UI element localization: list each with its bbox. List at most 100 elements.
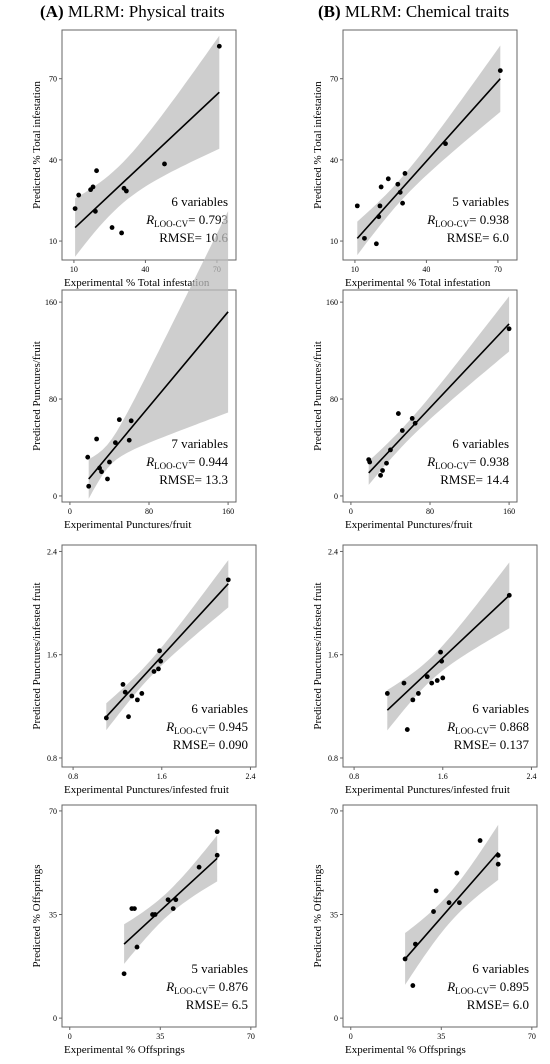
y-tick-label: 70: [49, 807, 57, 816]
stats-r-loocv: RLOO-CV= 0.944: [145, 454, 228, 471]
data-point: [439, 658, 445, 664]
y-tick-label: 160: [45, 298, 57, 307]
x-tick-label: 80: [145, 507, 153, 516]
stats-variables: 6 variables: [472, 701, 529, 716]
data-point: [424, 674, 430, 680]
data-point: [92, 208, 98, 214]
data-point: [72, 206, 78, 211]
data-point: [362, 235, 367, 241]
stats-rmse: RMSE= 10.6: [159, 230, 228, 245]
y-tick-label: 40: [49, 156, 57, 165]
chart-B3: 0.8 1.6 2.4 0.8 1.6 2.4 Experimental Punctures…: [312, 544, 538, 796]
chart-B2: 0 80 160 0 80 160 Experimental Punctures/fruit…: [312, 289, 518, 531]
data-point: [120, 681, 126, 687]
column-title-a-text: MLRM: Physical traits: [67, 2, 225, 21]
data-point: [443, 141, 448, 147]
column-title-b-prefix: (B): [318, 2, 341, 21]
data-point: [119, 230, 124, 236]
x-axis-label: Experimental Punctures/infested fruit: [345, 784, 510, 796]
data-point: [410, 697, 416, 703]
y-tick-label: 2.4: [47, 547, 57, 556]
stats-r-loocv: RLOO-CV= 0.793: [145, 212, 228, 229]
data-point: [401, 680, 407, 686]
y-tick-label: 0: [53, 1014, 57, 1023]
column-title-a: (A) MLRM: Physical traits: [40, 2, 225, 22]
data-point: [139, 691, 145, 696]
y-tick-label: 10: [330, 237, 338, 246]
x-tick-label: 1.6: [438, 772, 448, 781]
x-axis-label: Experimental Punctures/fruit: [345, 519, 472, 531]
confidence-band: [88, 211, 229, 499]
x-axis-label: Experimental % Total infestation: [345, 277, 491, 289]
stats-variables: 6 variables: [452, 436, 509, 451]
regression-line: [88, 311, 229, 480]
stats-rmse: RMSE= 6.0: [467, 997, 529, 1012]
data-point: [112, 440, 118, 446]
x-tick-label: 0.8: [68, 772, 78, 781]
data-point: [457, 900, 462, 906]
y-tick-label: 0.8: [328, 754, 338, 763]
data-point: [380, 468, 385, 473]
x-tick-label: 10: [351, 265, 359, 274]
data-point: [384, 460, 389, 466]
data-point: [367, 459, 373, 465]
data-point: [378, 472, 383, 478]
chart-B4: 0 35 70 0 35 70 Experimental % Offsprings Predi…: [312, 804, 538, 1056]
data-point: [121, 971, 127, 977]
data-point: [497, 68, 503, 73]
data-point: [134, 697, 140, 703]
y-axis-label: Predicted % Offsprings: [31, 864, 43, 967]
y-tick-label: 10: [49, 237, 57, 246]
data-point: [216, 43, 222, 49]
data-point: [402, 171, 408, 176]
data-point: [90, 184, 96, 190]
data-point: [105, 476, 110, 482]
confidence-band: [75, 35, 220, 257]
y-axis-label: Predicted % Offsprings: [312, 864, 324, 967]
y-tick-label: 40: [330, 156, 338, 165]
y-tick-label: 35: [49, 911, 57, 920]
x-tick-label: 40: [422, 265, 430, 274]
data-point: [402, 956, 408, 962]
data-point: [85, 454, 91, 460]
y-tick-label: 1.6: [328, 651, 338, 660]
y-axis-label: Predicted Punctures/fruit: [312, 341, 324, 451]
x-tick-label: 0: [68, 1032, 72, 1041]
x-axis-label: Experimental % Offsprings: [345, 1044, 466, 1056]
column-title-a-prefix: (A): [40, 2, 64, 21]
y-tick-label: 70: [49, 75, 57, 84]
x-tick-label: 70: [494, 265, 502, 274]
data-point: [410, 983, 416, 988]
stats-r-loocv: RLOO-CV= 0.895: [446, 979, 529, 996]
data-point: [225, 577, 231, 583]
regression-line: [356, 78, 501, 239]
y-tick-label: 0.8: [47, 754, 57, 763]
data-point: [378, 184, 384, 190]
stats-r-loocv: RLOO-CV= 0.938: [426, 212, 509, 229]
data-point: [495, 861, 501, 867]
data-point: [109, 225, 115, 230]
x-tick-label: 40: [141, 265, 149, 274]
y-tick-label: 80: [49, 395, 57, 404]
data-point: [173, 897, 179, 903]
y-axis-label: Predicted Punctures/infested fruit: [312, 582, 324, 729]
data-point: [477, 838, 483, 843]
x-tick-label: 0: [68, 507, 72, 516]
y-tick-label: 70: [330, 807, 338, 816]
data-point: [354, 203, 360, 209]
chart-A2: 0 80 160 0 80 160 Experimental Punctures/fruit…: [31, 211, 237, 531]
stats-r-loocv: RLOO-CV= 0.876: [165, 979, 248, 996]
x-axis-label: Experimental Punctures/fruit: [64, 519, 191, 531]
x-tick-label: 35: [437, 1032, 445, 1041]
x-axis-label: Experimental % Total infestation: [64, 277, 210, 289]
stats-variables: 7 variables: [171, 436, 228, 451]
stats-variables: 6 variables: [171, 194, 228, 209]
data-point: [214, 829, 220, 835]
stats-variables: 5 variables: [452, 194, 509, 209]
data-point: [397, 189, 403, 195]
stats-rmse: RMSE= 6.0: [447, 230, 509, 245]
data-point: [162, 161, 167, 167]
x-tick-label: 80: [426, 507, 434, 516]
data-point: [384, 691, 390, 696]
stats-r-loocv: RLOO-CV= 0.938: [426, 454, 509, 471]
